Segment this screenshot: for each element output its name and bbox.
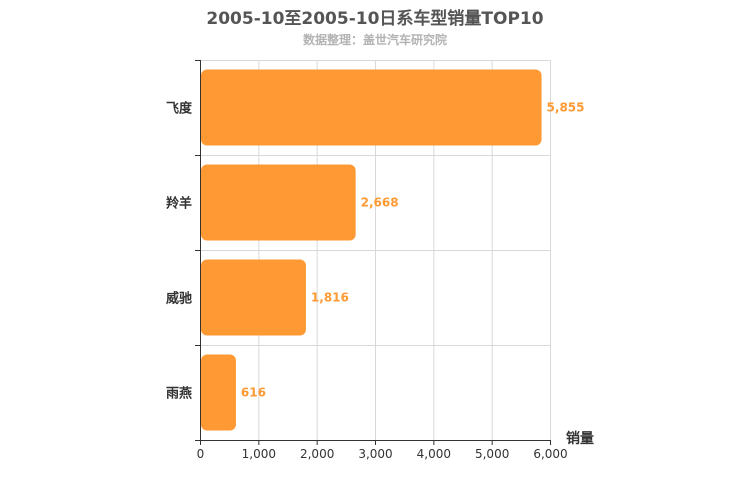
x-tick-label: 3,000 [358, 447, 392, 461]
bar [201, 164, 356, 241]
x-tick-label: 2,000 [300, 447, 334, 461]
labels: 5,855 飞度 2,668 羚羊 1,816 威驰 616 雨燕 0 1,000 2,000 3,0… [166, 101, 585, 462]
x-axis-name: 销量 [566, 430, 594, 447]
bar [201, 354, 236, 431]
chart-title: 2005-10至2005-10日系车型销量TOP10 [206, 9, 544, 29]
bars [201, 69, 542, 431]
chart-subtitle: 数据整理：盖世汽车研究院 [302, 33, 447, 47]
bar [201, 69, 542, 146]
category-label: 羚羊 [166, 196, 192, 212]
x-tick-label: 1,000 [242, 447, 276, 461]
category-label: 飞度 [166, 101, 193, 117]
data-label: 616 [241, 386, 266, 400]
bar [201, 259, 306, 336]
data-label: 1,816 [311, 291, 349, 305]
data-label: 2,668 [361, 196, 399, 210]
category-label: 雨燕 [166, 386, 192, 402]
x-tick-label: 5,000 [475, 447, 509, 461]
data-label: 5,855 [547, 101, 585, 115]
x-tick-label: 0 [197, 447, 205, 461]
axes [195, 60, 551, 445]
x-tick-label: 4,000 [417, 447, 451, 461]
x-tick-label: 6,000 [533, 447, 567, 461]
category-label: 威驰 [166, 291, 192, 307]
